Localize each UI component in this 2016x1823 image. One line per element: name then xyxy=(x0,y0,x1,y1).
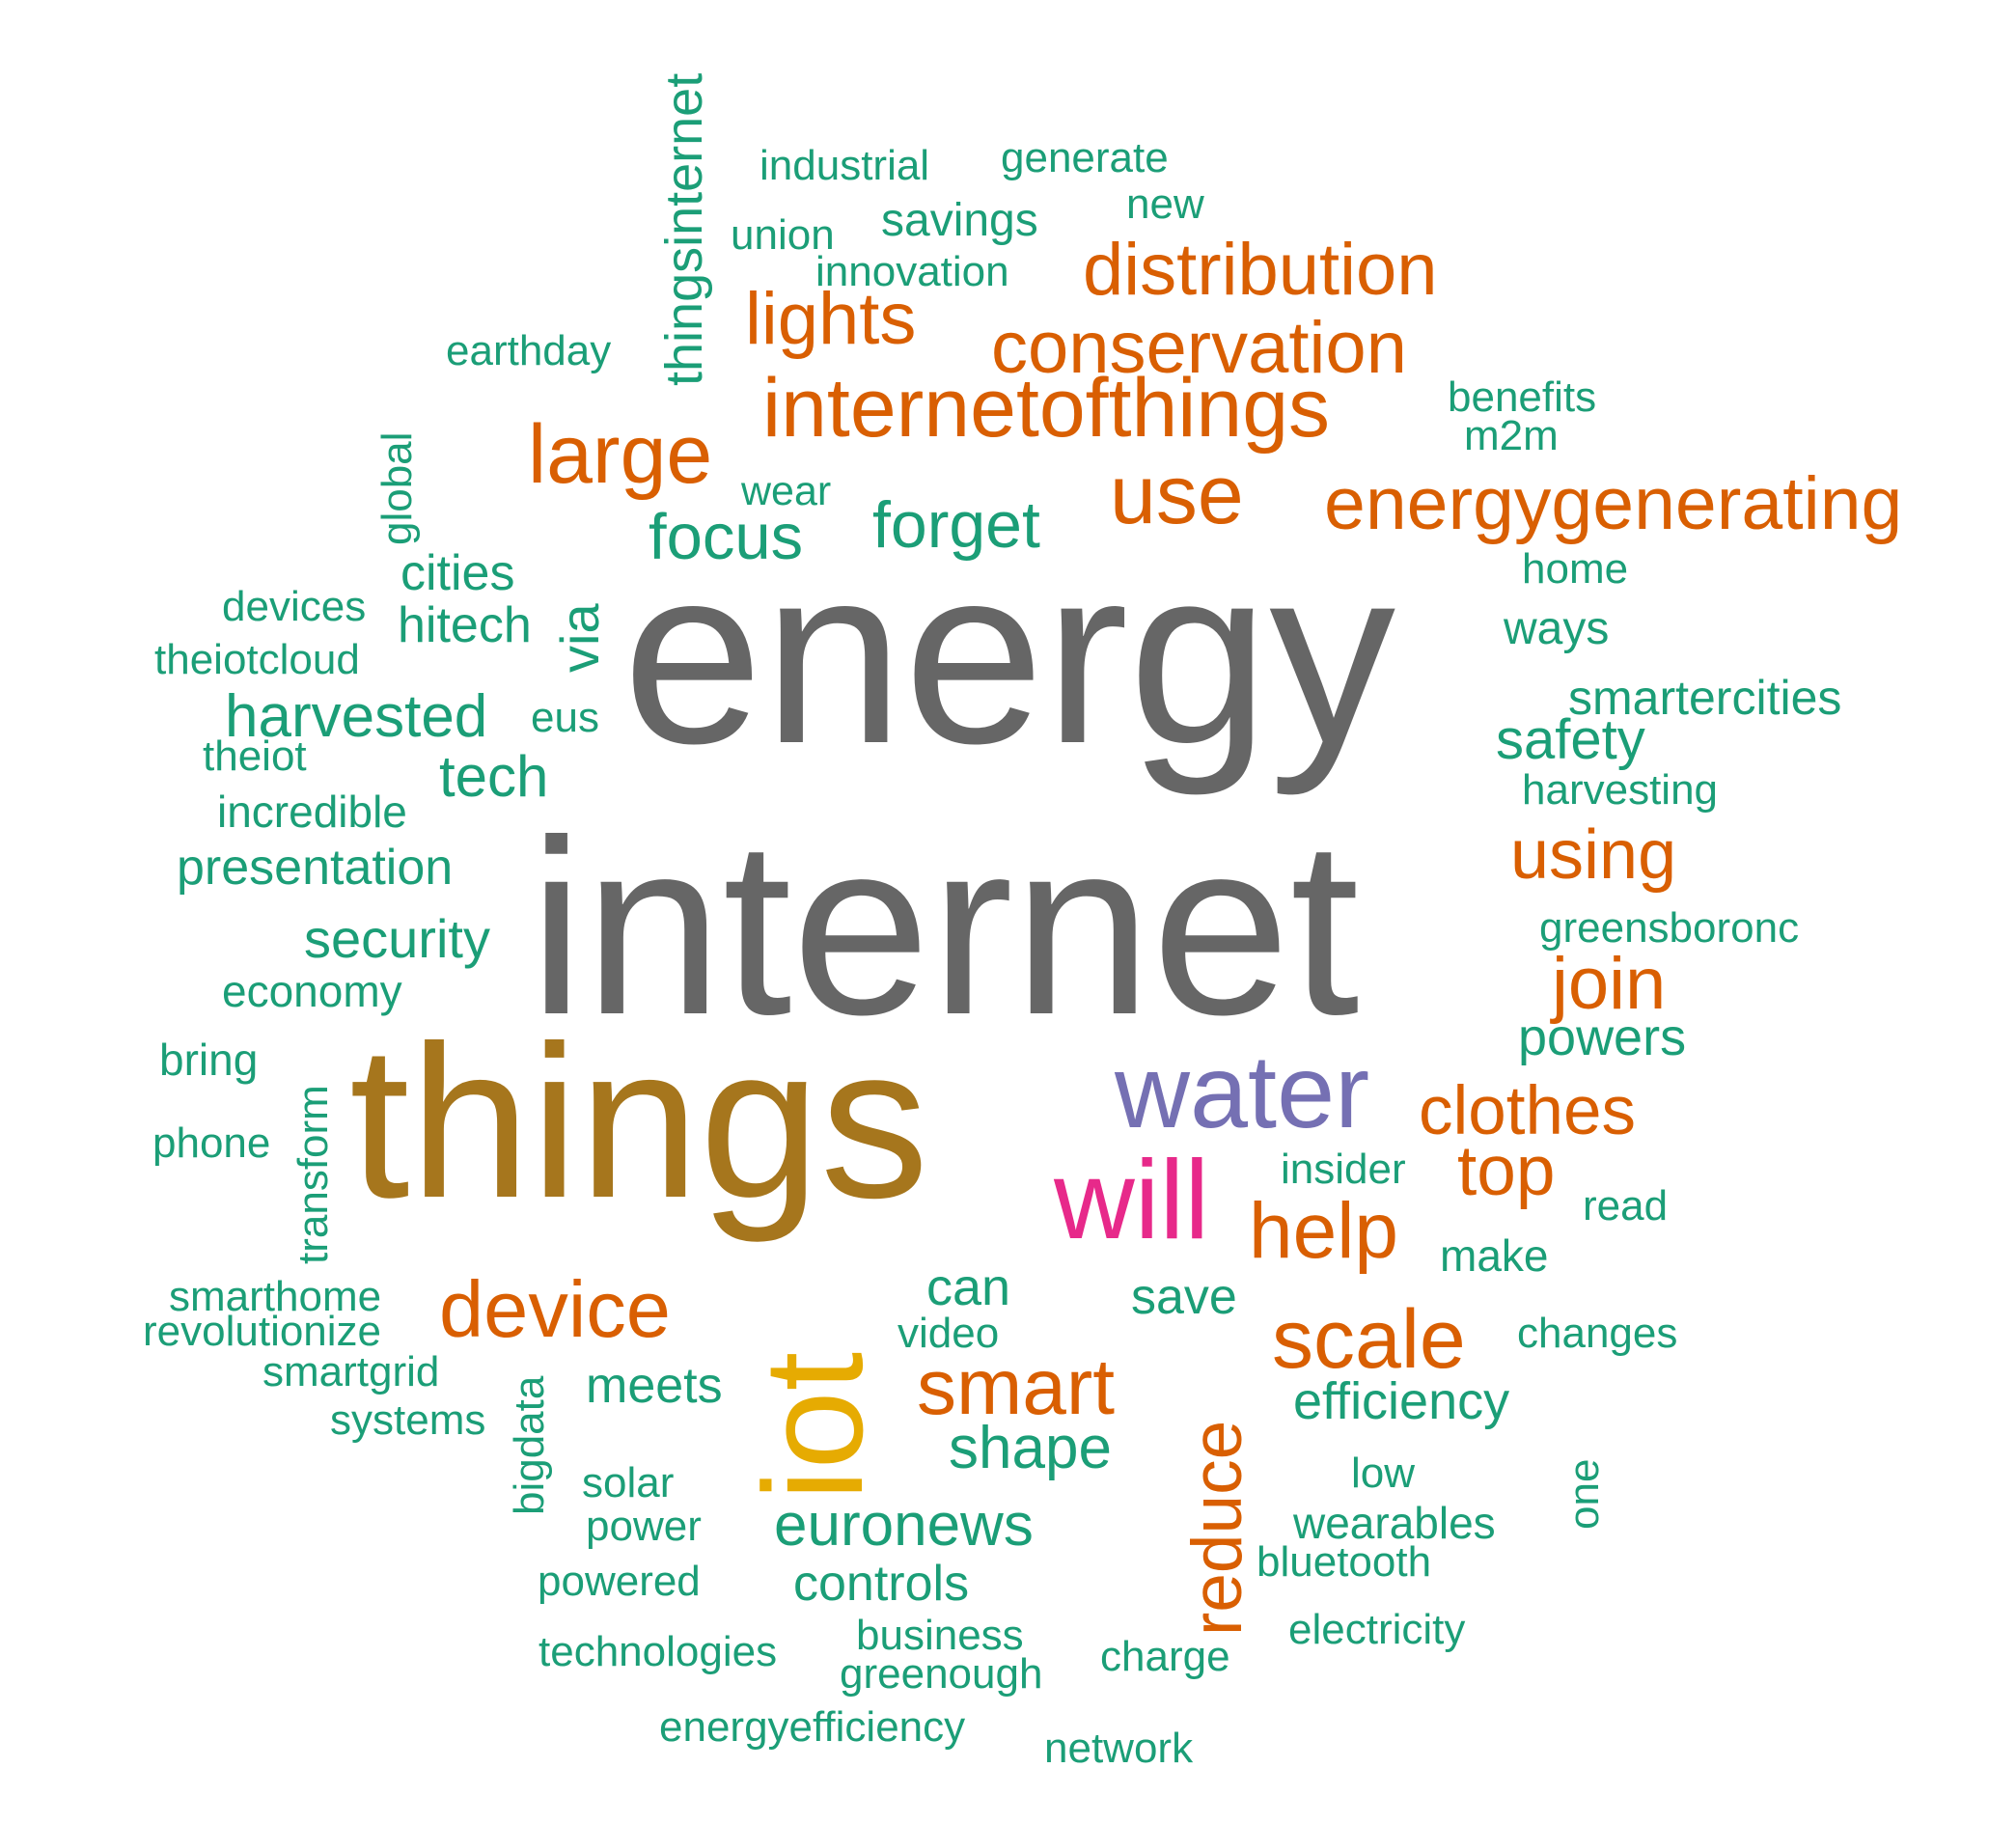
word-clothes: clothes xyxy=(1419,1073,1636,1149)
word-new: new xyxy=(1126,180,1204,228)
word-help: help xyxy=(1249,1187,1399,1275)
word-energygenerating: energygenerating xyxy=(1324,462,1903,545)
word-bigdata: bigdata xyxy=(506,1375,553,1515)
word-wear: wear xyxy=(741,468,832,514)
word-security: security xyxy=(304,908,490,969)
word-home: home xyxy=(1522,545,1629,593)
word-energyefficiency: energyefficiency xyxy=(659,1703,966,1751)
word-wearables: wearables xyxy=(1293,1498,1496,1548)
word-power: power xyxy=(586,1503,702,1550)
word-harvesting: harvesting xyxy=(1522,766,1719,814)
word-electricity: electricity xyxy=(1288,1606,1466,1653)
word-changes: changes xyxy=(1517,1310,1678,1357)
word-eus: eus xyxy=(531,694,599,741)
word-industrial: industrial xyxy=(759,142,930,189)
word-technologies: technologies xyxy=(539,1628,778,1675)
word-scale: scale xyxy=(1272,1293,1466,1386)
word-m2m: m2m xyxy=(1464,412,1559,459)
word-presentation: presentation xyxy=(177,840,454,896)
word-internetofthings: internetofthings xyxy=(762,362,1331,455)
word-union: union xyxy=(731,211,835,259)
word-can: can xyxy=(926,1258,1011,1316)
word-meets: meets xyxy=(586,1358,723,1414)
word-via: via xyxy=(549,603,610,673)
word-water: water xyxy=(1115,1033,1370,1149)
word-will: will xyxy=(1054,1137,1210,1262)
word-euronews: euronews xyxy=(774,1492,1034,1559)
word-ways: ways xyxy=(1504,603,1610,654)
word-large: large xyxy=(528,408,713,501)
word-top: top xyxy=(1457,1132,1556,1210)
word-powers: powers xyxy=(1518,1008,1687,1066)
word-economy: economy xyxy=(222,966,402,1016)
word-use: use xyxy=(1110,449,1244,541)
word-efficiency: efficiency xyxy=(1293,1372,1510,1430)
word-smarthome: smarthome xyxy=(169,1273,382,1320)
word-global: global xyxy=(373,431,421,545)
word-device: device xyxy=(439,1264,671,1354)
word-insider: insider xyxy=(1281,1146,1406,1193)
word-network: network xyxy=(1044,1725,1194,1772)
word-earthday: earthday xyxy=(446,327,612,374)
word-thingsinternet: thingsinternet xyxy=(655,72,713,386)
word-lights: lights xyxy=(745,278,917,360)
word-greenough: greenough xyxy=(840,1650,1043,1698)
word-devices: devices xyxy=(222,583,367,630)
word-systems: systems xyxy=(330,1396,486,1444)
word-revolutionize: revolutionize xyxy=(143,1308,382,1355)
word-harvested: harvested xyxy=(225,683,488,750)
word-one: one xyxy=(1560,1458,1608,1530)
word-energy: energy xyxy=(622,513,1396,796)
word-cities: cities xyxy=(400,545,515,601)
word-conservation: conservation xyxy=(991,307,1407,389)
word-greensboronc: greensboronc xyxy=(1539,904,1800,952)
word-smart: smart xyxy=(917,1343,1115,1431)
word-save: save xyxy=(1131,1269,1237,1325)
word-forget: forget xyxy=(872,488,1040,562)
word-solar: solar xyxy=(582,1459,675,1506)
word-hitech: hitech xyxy=(398,597,532,653)
word-tech: tech xyxy=(439,744,549,809)
word-incredible: incredible xyxy=(217,787,407,837)
word-benefits: benefits xyxy=(1448,373,1597,421)
word-smartercities: smartercities xyxy=(1568,671,1842,725)
word-phone: phone xyxy=(152,1119,271,1167)
word-using: using xyxy=(1510,816,1677,894)
word-smartgrid: smartgrid xyxy=(262,1348,440,1395)
word-controls: controls xyxy=(793,1556,970,1612)
word-read: read xyxy=(1583,1182,1669,1229)
word-bring: bring xyxy=(159,1035,259,1085)
word-focus: focus xyxy=(649,501,804,573)
word-charge: charge xyxy=(1100,1633,1230,1680)
word-reduce: reduce xyxy=(1178,1420,1257,1636)
word-things: things xyxy=(349,1000,929,1243)
word-join: join xyxy=(1552,943,1667,1025)
word-transform: transform xyxy=(290,1085,337,1264)
word-low: low xyxy=(1351,1450,1416,1497)
word-video: video xyxy=(898,1310,1000,1357)
word-generate: generate xyxy=(1001,134,1169,181)
word-iot: iot xyxy=(734,1351,892,1501)
word-distribution: distribution xyxy=(1083,229,1438,311)
word-business: business xyxy=(856,1612,1024,1659)
word-innovation: innovation xyxy=(815,248,1009,295)
word-theiotcloud: theiotcloud xyxy=(154,636,360,683)
word-theiot: theiot xyxy=(203,732,307,780)
word-make: make xyxy=(1440,1230,1549,1281)
word-savings: savings xyxy=(881,195,1038,246)
word-powered: powered xyxy=(538,1558,701,1605)
word-safety: safety xyxy=(1496,708,1645,771)
word-bluetooth: bluetooth xyxy=(1257,1538,1432,1586)
word-shape: shape xyxy=(949,1415,1112,1481)
word-internet: internet xyxy=(529,787,1360,1066)
